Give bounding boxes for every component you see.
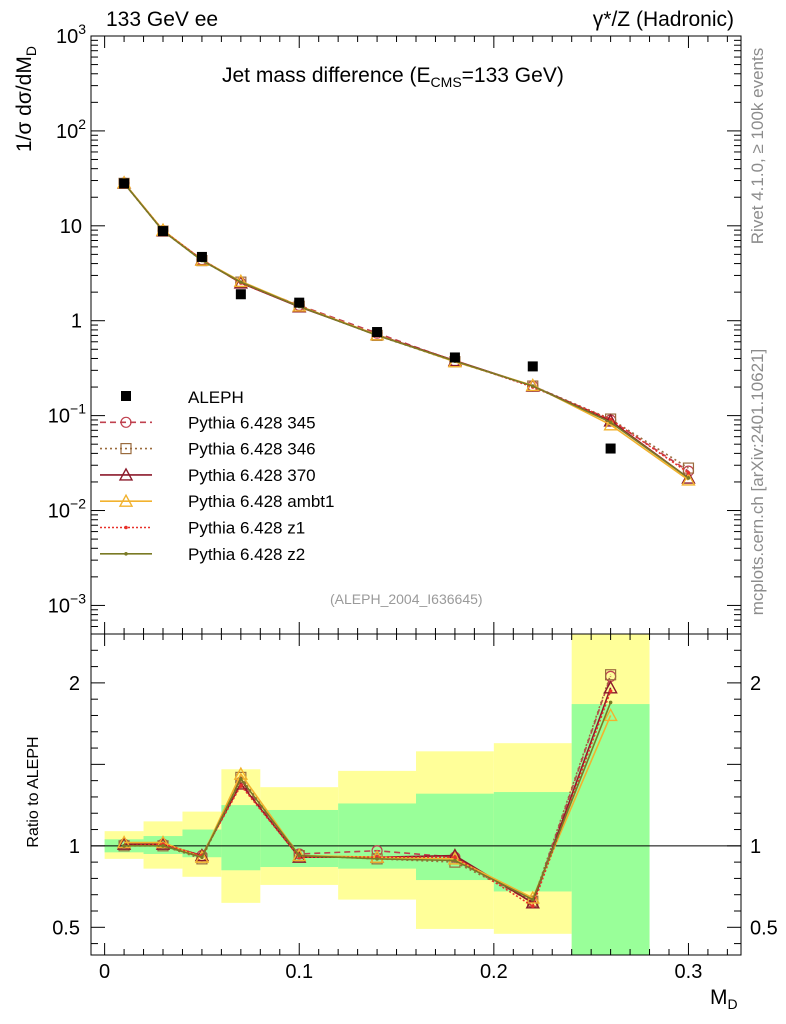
ratio-bands bbox=[104, 634, 650, 955]
y-axis-label-main: 1/σ dσ/dM bbox=[12, 56, 36, 153]
x-tick-label: 0.1 bbox=[285, 961, 313, 983]
y-tick-label: 10−1 bbox=[48, 401, 86, 428]
y-tick-label: 10−3 bbox=[48, 590, 86, 617]
aleph-data-point bbox=[196, 251, 207, 262]
ratio-series-marker-6 bbox=[200, 855, 204, 860]
ratio-series-marker-6 bbox=[375, 857, 379, 861]
ratio-series-marker-5 bbox=[453, 855, 457, 860]
chart-title: Jet mass difference (ECMS=133 GeV) bbox=[222, 64, 564, 90]
axis-ticks bbox=[91, 35, 741, 955]
legend-label-1: Pythia 6.428 345 bbox=[188, 413, 316, 432]
main-series-line-4 bbox=[123, 182, 689, 481]
ratio-band-green bbox=[416, 793, 494, 881]
ratio-band-green bbox=[493, 792, 572, 892]
y-axis-label: 1/σ dσ/dMD bbox=[13, 9, 39, 189]
ratio-series-marker-6 bbox=[239, 777, 243, 781]
y-tick-label: 103 bbox=[56, 21, 86, 48]
aleph-data-point bbox=[372, 327, 383, 338]
ratio-series-lines bbox=[116, 669, 618, 909]
legend-marker-1 bbox=[120, 416, 132, 428]
y-tick-label: 102 bbox=[56, 116, 86, 143]
aleph-data-point bbox=[449, 352, 460, 363]
ratio-y-tick-label-right: 1 bbox=[750, 836, 761, 858]
legend-marker-6 bbox=[124, 552, 128, 556]
ratio-series-marker-6 bbox=[161, 844, 165, 848]
main-series-marker-4 bbox=[681, 472, 696, 486]
legend-label-3: Pythia 6.428 370 bbox=[188, 466, 316, 485]
x-tick-label: 0.2 bbox=[480, 961, 508, 983]
ratio-y-tick-label: 2 bbox=[69, 673, 80, 695]
main-series-marker-5 bbox=[608, 417, 613, 422]
chart-title-main: Jet mass difference (E bbox=[222, 64, 431, 87]
aleph-data-point bbox=[605, 443, 616, 454]
main-series-marker-6 bbox=[239, 280, 243, 284]
x-axis-label: MD bbox=[710, 986, 738, 1012]
ratio-series-marker-3 bbox=[292, 849, 307, 863]
ratio-series-line-2 bbox=[124, 674, 612, 903]
aleph-data-point bbox=[119, 178, 130, 189]
ratio-series-marker-5 bbox=[530, 904, 535, 908]
ratio-band-green bbox=[571, 704, 650, 955]
legend-marker-4 bbox=[118, 493, 134, 507]
ratio-y-tick-label-right: 2 bbox=[750, 673, 761, 695]
ratio-series-marker-4 bbox=[447, 851, 463, 865]
ratio-series-marker-2 bbox=[605, 669, 617, 681]
legend-label-6: Pythia 6.428 z2 bbox=[188, 545, 305, 564]
legend-marker-3 bbox=[118, 467, 134, 481]
legend-label-4: Pythia 6.428 ambt1 bbox=[188, 492, 334, 511]
x-tick-label: 0.3 bbox=[675, 961, 703, 983]
ratio-series-marker-6 bbox=[453, 858, 457, 863]
ratio-y-tick-label: 0.5 bbox=[52, 917, 80, 939]
ratio-band-green bbox=[221, 805, 261, 871]
ratio-y-axis-label: Ratio to ALEPH bbox=[25, 736, 42, 848]
main-series-marker-6 bbox=[686, 476, 691, 480]
analysis-id-label: (ALEPH_2004_I636645) bbox=[330, 591, 483, 607]
header-right-label: γ*/Z (Hadronic) bbox=[592, 8, 734, 31]
main-series-line-6 bbox=[123, 182, 689, 479]
main-series-marker-6 bbox=[530, 384, 535, 388]
ratio-y-tick-label: 1 bbox=[69, 836, 80, 858]
main-series-marker-5 bbox=[686, 470, 691, 475]
chart-title-end: =133 GeV) bbox=[461, 64, 564, 87]
legend-label-2: Pythia 6.428 346 bbox=[188, 440, 316, 459]
y-tick-label: 10 bbox=[60, 216, 82, 238]
rivet-version-label: Rivet 4.1.0, ≥ 100k events bbox=[748, 47, 767, 245]
ratio-series-marker-6 bbox=[297, 853, 302, 858]
legend: ALEPH Pythia 6.428 345 Pythia 6.428 346 Pyt… bbox=[100, 388, 334, 564]
aleph-data-point bbox=[294, 297, 305, 308]
aleph-data-point bbox=[527, 361, 538, 372]
ratio-series-marker-4 bbox=[603, 708, 618, 722]
ratio-y-tick-label-right: 0.5 bbox=[750, 917, 778, 939]
y-axis-label-subscript: D bbox=[23, 46, 40, 57]
ratio-series-marker-6 bbox=[608, 700, 613, 705]
y-tick-label: 10−2 bbox=[48, 496, 86, 523]
ratio-series-marker-6 bbox=[530, 897, 535, 902]
main-series-line-3 bbox=[123, 182, 689, 479]
header-left-label: 133 GeV ee bbox=[106, 8, 219, 31]
x-tick-label: 0 bbox=[99, 961, 110, 983]
x-axis-label-subscript: D bbox=[727, 996, 738, 1013]
legend-marker-aleph bbox=[121, 391, 131, 401]
ratio-series-marker-5 bbox=[239, 783, 243, 788]
x-axis-label-main: M bbox=[710, 986, 728, 1009]
mcplots-source-label: mcplots.cern.ch [arXiv:2401.10621] bbox=[748, 348, 767, 616]
legend-label-aleph: ALEPH bbox=[188, 388, 244, 407]
legend-label-5: Pythia 6.428 z1 bbox=[188, 519, 305, 538]
legend-marker-5 bbox=[124, 525, 128, 530]
legend-marker-2 bbox=[120, 443, 132, 455]
ratio-series-marker-5 bbox=[608, 689, 613, 693]
ratio-series-marker-6 bbox=[122, 844, 126, 848]
chart-title-subscript: CMS bbox=[430, 74, 462, 91]
main-series-marker-6 bbox=[608, 420, 613, 425]
aleph-data-point bbox=[235, 289, 246, 300]
ratio-series-marker-3 bbox=[116, 836, 132, 850]
aleph-data-points bbox=[119, 178, 616, 454]
y-tick-label: 1 bbox=[71, 311, 82, 333]
aleph-data-point bbox=[158, 226, 169, 237]
